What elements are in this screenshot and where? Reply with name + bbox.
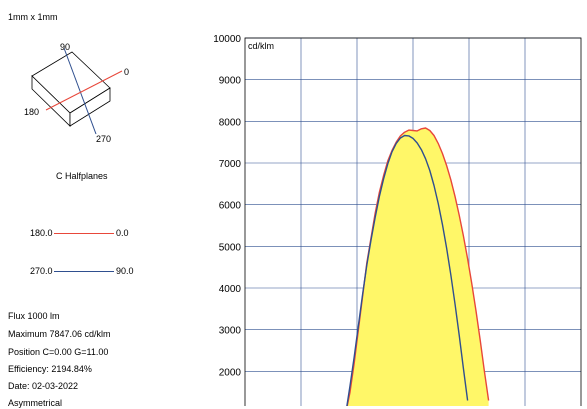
y-tick-label-8000: 8000 <box>219 117 242 128</box>
y-tick-label-6000: 6000 <box>219 201 242 212</box>
axis-90-270 <box>63 47 97 135</box>
info-efficiency: Efficiency: 2194.84% <box>8 364 92 374</box>
legend-red-line <box>54 233 114 234</box>
y-tick-label-9000: 9000 <box>219 76 242 87</box>
plot-frame <box>244 37 582 406</box>
y-tick-label-2000: 2000 <box>219 367 242 378</box>
info-maximum: Maximum 7847.06 cd/klm <box>8 329 111 339</box>
angle-label-90: 90 <box>60 42 70 52</box>
legend-90-label: 90.0 <box>116 266 134 276</box>
chip-right-face <box>69 87 111 127</box>
angle-label-270: 270 <box>96 134 111 144</box>
y-tick-label-10000: 10000 <box>213 34 241 45</box>
info-symmetry: Asymmetrical <box>8 398 63 408</box>
y-tick-label-3000: 3000 <box>219 326 242 337</box>
distribution-fill <box>347 128 489 406</box>
legend-270-label: 270.0 <box>30 266 53 276</box>
unit-label: cd/klm <box>248 41 274 51</box>
legend-180-label: 180.0 <box>30 228 53 238</box>
chip-title: 1mm x 1mm <box>8 12 58 22</box>
series-line-1 <box>346 134 469 406</box>
legend-0-label: 0.0 <box>116 228 129 238</box>
y-tick-label-4000: 4000 <box>219 284 242 295</box>
halfplanes-label: C Halfplanes <box>56 171 108 181</box>
info-date: Date: 02-03-2022 <box>8 381 79 391</box>
angle-label-180: 180 <box>24 107 39 117</box>
y-tick-label-5000: 5000 <box>219 242 242 253</box>
angle-label-0: 0 <box>124 67 129 77</box>
info-flux: Flux 1000 lm <box>8 311 60 321</box>
axis-180-0 <box>45 70 123 111</box>
legend-blue-line <box>54 271 114 272</box>
y-tick-label-7000: 7000 <box>219 159 242 170</box>
chip-diagram: 90 0 180 270 <box>24 42 129 144</box>
info-position: Position C=0.00 G=11.00 <box>8 347 109 357</box>
